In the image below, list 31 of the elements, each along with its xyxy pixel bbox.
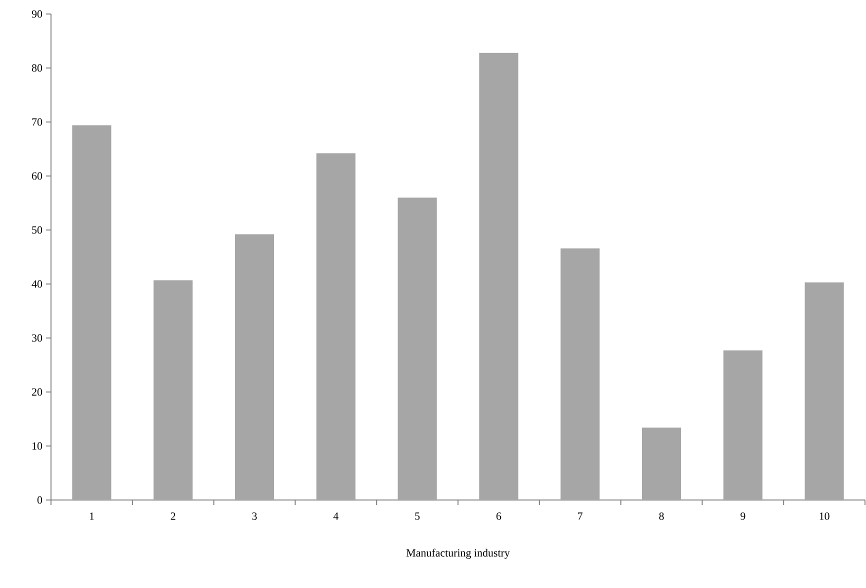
bar xyxy=(398,198,437,500)
y-tick-label: 60 xyxy=(32,172,42,180)
y-tick-label: 50 xyxy=(32,226,42,234)
bar xyxy=(316,153,356,500)
x-tick-label: 4 xyxy=(333,512,338,520)
y-tick-label: 80 xyxy=(32,64,42,72)
x-tick-label: 7 xyxy=(578,512,583,520)
bar xyxy=(72,125,112,500)
x-tick-label: 5 xyxy=(415,512,420,520)
x-tick-label: 6 xyxy=(496,512,502,520)
bar xyxy=(479,52,518,500)
y-tick-label: 20 xyxy=(32,388,42,396)
bar xyxy=(560,248,600,500)
y-tick-label: 40 xyxy=(32,280,42,288)
bar xyxy=(154,280,193,500)
bar xyxy=(723,350,762,500)
y-tick-label: 0 xyxy=(37,496,42,504)
y-tick-label: 90 xyxy=(32,10,42,18)
bar xyxy=(234,234,274,500)
bar xyxy=(804,282,844,500)
x-tick-label: 3 xyxy=(252,512,257,520)
x-tick-label: 1 xyxy=(90,512,94,520)
x-tick-label: 2 xyxy=(170,512,176,520)
y-tick-label: 30 xyxy=(32,334,42,342)
x-tick-label: 9 xyxy=(740,512,746,520)
x-tick-label: 8 xyxy=(659,512,664,520)
x-tick-label: 10 xyxy=(820,512,830,520)
bar xyxy=(642,428,682,500)
x-axis-title: Manufacturing industry xyxy=(406,548,510,559)
y-tick-label: 70 xyxy=(32,118,42,126)
y-tick-label: 10 xyxy=(32,442,42,450)
